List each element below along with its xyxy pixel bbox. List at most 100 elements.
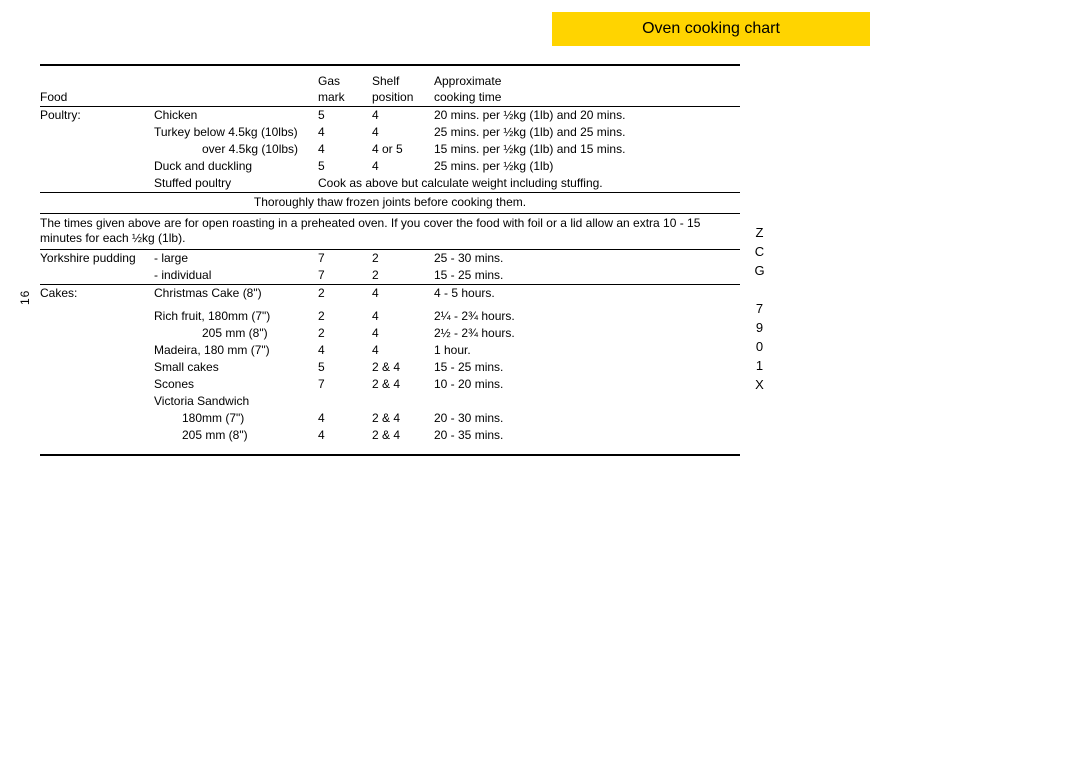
col-gas-label1: Gas xyxy=(318,74,368,88)
cell-item: Madeira, 180 mm (7") xyxy=(154,343,314,358)
table-row: 180mm (7")42 & 420 - 30 mins. xyxy=(40,410,740,427)
cell-category xyxy=(40,125,150,140)
cell-item: over 4.5kg (10lbs) xyxy=(154,142,314,157)
col-gas-label2: mark xyxy=(318,90,368,104)
cell-item: Chicken xyxy=(154,108,314,123)
table-row: Madeira, 180 mm (7")441 hour. xyxy=(40,342,740,359)
table-header-row1: Gas Shelf Approximate xyxy=(40,66,740,90)
cell-category: Yorkshire pudding xyxy=(40,251,150,266)
cell-item: Rich fruit, 180mm (7") xyxy=(154,309,314,324)
cell-time: 25 - 30 mins. xyxy=(434,251,740,266)
col-blank xyxy=(154,74,314,88)
cell-shelf: 2 & 4 xyxy=(372,411,430,426)
cell-shelf xyxy=(372,394,430,409)
cell-category xyxy=(40,268,150,283)
cell-time: 15 - 25 mins. xyxy=(434,360,740,375)
cell-shelf: 4 xyxy=(372,326,430,341)
col-time-label1: Approximate xyxy=(434,74,740,88)
cell-time: 4 - 5 hours. xyxy=(434,286,740,301)
table-row: Scones72 & 410 - 20 mins. xyxy=(40,376,740,393)
cell-gas: 2 xyxy=(318,326,368,341)
table-row: Cakes: Christmas Cake (8") 24 4 - 5 hours. xyxy=(40,285,740,302)
table-row: Poultry: Chicken 54 20 mins. per ½kg (1lb) … xyxy=(40,107,740,124)
col-shelf-label2: position xyxy=(372,90,430,104)
table-row: Victoria Sandwich xyxy=(40,393,740,410)
table-row: Turkey below 4.5kg (10lbs) 44 25 mins. per… xyxy=(40,124,740,141)
cell-category: Cakes: xyxy=(40,286,150,301)
cell-category xyxy=(40,176,150,191)
cell-shelf: 4 or 5 xyxy=(372,142,430,157)
cell-item: 205 mm (8") xyxy=(154,326,314,341)
cell-shelf: 4 xyxy=(372,343,430,358)
model-code: ZCG 7901X xyxy=(752,225,767,396)
cell-time: 20 - 35 mins. xyxy=(434,428,740,443)
cell-time: 15 - 25 mins. xyxy=(434,268,740,283)
cell-category xyxy=(40,309,150,324)
cell-shelf: 2 & 4 xyxy=(372,428,430,443)
cell-time: 25 mins. per ½kg (1lb) xyxy=(434,159,740,174)
cell-gas: 7 xyxy=(318,251,368,266)
cell-item: Victoria Sandwich xyxy=(154,394,314,409)
cell-shelf: 4 xyxy=(372,159,430,174)
page-banner: Oven cooking chart xyxy=(552,12,870,46)
col-food-label2: Food xyxy=(40,90,150,104)
cell-item: 205 mm (8") xyxy=(154,428,314,443)
cell-item: Duck and duckling xyxy=(154,159,314,174)
cell-gas: 4 xyxy=(318,411,368,426)
cell-shelf: 4 xyxy=(372,125,430,140)
col-blank2 xyxy=(154,90,314,104)
cell-item: 180mm (7") xyxy=(154,411,314,426)
table-row: 205 mm (8") 24 2½ - 2¾ hours. xyxy=(40,325,740,342)
cell-category xyxy=(40,394,150,409)
cell-gas xyxy=(318,394,368,409)
cell-item: Christmas Cake (8") xyxy=(154,286,314,301)
cooking-table: Gas Shelf Approximate Food mark position… xyxy=(40,64,740,456)
cell-item: Turkey below 4.5kg (10lbs) xyxy=(154,125,314,140)
cell-gas: 2 xyxy=(318,309,368,324)
cell-gas: 2 xyxy=(318,286,368,301)
cell-category: Poultry: xyxy=(40,108,150,123)
table-row: 205 mm (8")42 & 420 - 35 mins. xyxy=(40,427,740,444)
cell-category xyxy=(40,326,150,341)
cell-item: - individual xyxy=(154,268,314,283)
cell-shelf: 4 xyxy=(372,108,430,123)
cell-category xyxy=(40,159,150,174)
cell-time: 25 mins. per ½kg (1lb) and 25 mins. xyxy=(434,125,740,140)
cell-time: 15 mins. per ½kg (1lb) and 15 mins. xyxy=(434,142,740,157)
page-number: 16 xyxy=(18,290,32,305)
cell-time xyxy=(434,394,740,409)
col-food-label xyxy=(40,74,150,88)
cell-shelf: 2 xyxy=(372,268,430,283)
bottom-rule xyxy=(40,454,740,456)
table-row: Duck and duckling 54 25 mins. per ½kg (1lb… xyxy=(40,158,740,175)
cell-category xyxy=(40,360,150,375)
col-time-label2: cooking time xyxy=(434,90,740,104)
cell-gas: 4 xyxy=(318,142,368,157)
cell-time: 20 mins. per ½kg (1lb) and 20 mins. xyxy=(434,108,740,123)
cell-gas: 5 xyxy=(318,360,368,375)
cell-shelf: 4 xyxy=(372,286,430,301)
col-shelf-label1: Shelf xyxy=(372,74,430,88)
table-row: Rich fruit, 180mm (7")242¼ - 2¾ hours. xyxy=(40,308,740,325)
table-row: Small cakes52 & 415 - 25 mins. xyxy=(40,359,740,376)
cell-gas: 7 xyxy=(318,377,368,392)
cell-span-note: Cook as above but calculate weight inclu… xyxy=(318,176,740,191)
cell-time: 2½ - 2¾ hours. xyxy=(434,326,740,341)
table-row: - individual7215 - 25 mins. xyxy=(40,267,740,284)
table-row: Yorkshire pudding - large 72 25 - 30 mins. xyxy=(40,250,740,267)
cell-shelf: 2 xyxy=(372,251,430,266)
cell-shelf: 2 & 4 xyxy=(372,360,430,375)
cell-category xyxy=(40,377,150,392)
cell-shelf: 4 xyxy=(372,309,430,324)
cell-item: Scones xyxy=(154,377,314,392)
cell-item: - large xyxy=(154,251,314,266)
cell-category xyxy=(40,142,150,157)
cell-category xyxy=(40,428,150,443)
thaw-note: Thoroughly thaw frozen joints before coo… xyxy=(40,193,740,213)
cell-gas: 5 xyxy=(318,159,368,174)
cell-time: 10 - 20 mins. xyxy=(434,377,740,392)
foil-note: The times given above are for open roast… xyxy=(40,214,740,249)
table-header-row2: Food mark position cooking time xyxy=(40,90,740,106)
cell-gas: 4 xyxy=(318,125,368,140)
cell-gas: 5 xyxy=(318,108,368,123)
